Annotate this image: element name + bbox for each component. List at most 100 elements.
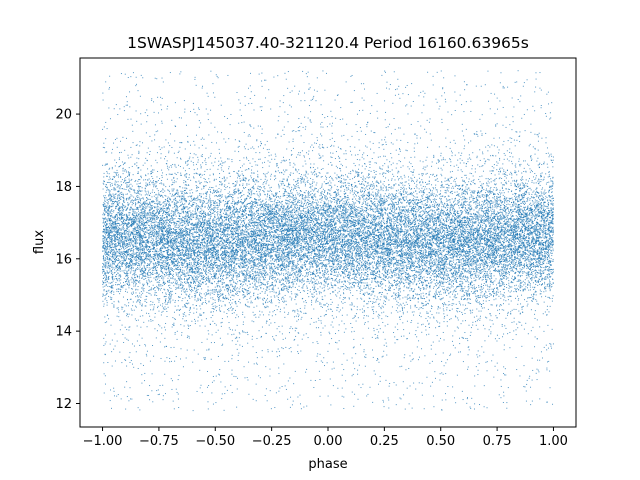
scatter-point xyxy=(232,183,233,184)
scatter-point xyxy=(138,218,139,219)
scatter-point xyxy=(547,206,548,207)
scatter-point xyxy=(484,294,485,295)
scatter-point xyxy=(176,229,177,230)
scatter-point xyxy=(102,301,103,302)
scatter-point xyxy=(359,270,360,271)
scatter-point xyxy=(236,276,237,277)
scatter-point xyxy=(207,203,208,204)
scatter-point xyxy=(426,273,427,274)
scatter-point xyxy=(366,200,367,201)
scatter-point xyxy=(472,224,473,225)
scatter-point xyxy=(157,261,158,262)
scatter-point xyxy=(288,183,289,184)
scatter-point xyxy=(369,167,370,168)
scatter-point xyxy=(137,265,138,266)
scatter-point xyxy=(377,224,378,225)
scatter-point xyxy=(548,273,549,274)
scatter-point xyxy=(117,172,118,173)
scatter-point xyxy=(519,259,520,260)
scatter-point xyxy=(161,269,162,270)
scatter-point xyxy=(383,215,384,216)
scatter-point xyxy=(372,278,373,279)
scatter-point xyxy=(206,248,207,249)
scatter-point xyxy=(343,220,344,221)
scatter-point xyxy=(188,303,189,304)
scatter-point xyxy=(170,257,171,258)
scatter-point xyxy=(260,218,261,219)
scatter-point xyxy=(541,107,542,108)
scatter-point xyxy=(232,291,233,292)
scatter-point xyxy=(464,139,465,140)
scatter-point xyxy=(498,296,499,297)
scatter-point xyxy=(552,205,553,206)
scatter-point xyxy=(340,196,341,197)
scatter-point xyxy=(464,145,465,146)
scatter-point xyxy=(398,305,399,306)
scatter-point xyxy=(414,262,415,263)
scatter-point xyxy=(460,155,461,156)
scatter-point xyxy=(374,302,375,303)
scatter-point xyxy=(219,286,220,287)
scatter-point xyxy=(168,300,169,301)
scatter-point xyxy=(481,204,482,205)
scatter-point xyxy=(229,294,230,295)
scatter-point xyxy=(461,177,462,178)
scatter-point xyxy=(552,184,553,185)
scatter-point xyxy=(360,289,361,290)
scatter-point xyxy=(522,241,523,242)
scatter-point xyxy=(225,196,226,197)
scatter-point xyxy=(266,241,267,242)
scatter-point xyxy=(389,217,390,218)
scatter-point xyxy=(106,285,107,286)
scatter-point xyxy=(506,178,507,179)
scatter-point xyxy=(543,331,544,332)
scatter-point xyxy=(321,122,322,123)
scatter-point xyxy=(535,248,536,249)
scatter-point xyxy=(452,386,453,387)
scatter-point xyxy=(299,202,300,203)
scatter-point xyxy=(263,208,264,209)
scatter-point xyxy=(515,263,516,264)
scatter-point xyxy=(535,255,536,256)
scatter-point xyxy=(165,298,166,299)
scatter-point xyxy=(373,318,374,319)
scatter-point xyxy=(166,311,167,312)
scatter-point xyxy=(395,202,396,203)
scatter-point xyxy=(261,222,262,223)
scatter-point xyxy=(468,302,469,303)
scatter-point xyxy=(536,211,537,212)
scatter-point xyxy=(232,290,233,291)
scatter-point xyxy=(228,310,229,311)
scatter-point xyxy=(346,167,347,168)
scatter-point xyxy=(427,173,428,174)
scatter-point xyxy=(103,226,104,227)
scatter-point xyxy=(251,254,252,255)
scatter-point xyxy=(138,199,139,200)
scatter-point xyxy=(111,270,112,271)
scatter-point xyxy=(363,158,364,159)
scatter-point xyxy=(471,248,472,249)
scatter-point xyxy=(365,204,366,205)
scatter-point xyxy=(119,289,120,290)
scatter-point xyxy=(363,270,364,271)
scatter-point xyxy=(201,293,202,294)
scatter-point xyxy=(534,216,535,217)
scatter-point xyxy=(506,276,507,277)
scatter-point xyxy=(421,269,422,270)
scatter-point xyxy=(380,256,381,257)
scatter-point xyxy=(458,170,459,171)
scatter-point xyxy=(205,326,206,327)
scatter-point xyxy=(276,163,277,164)
scatter-point xyxy=(436,210,437,211)
scatter-point xyxy=(130,271,131,272)
scatter-point xyxy=(522,179,523,180)
scatter-point xyxy=(208,239,209,240)
scatter-point xyxy=(275,219,276,220)
scatter-point xyxy=(499,264,500,265)
scatter-point xyxy=(379,270,380,271)
scatter-point xyxy=(159,300,160,301)
scatter-point xyxy=(192,215,193,216)
scatter-point xyxy=(321,277,322,278)
scatter-point xyxy=(457,375,458,376)
scatter-point xyxy=(436,258,437,259)
